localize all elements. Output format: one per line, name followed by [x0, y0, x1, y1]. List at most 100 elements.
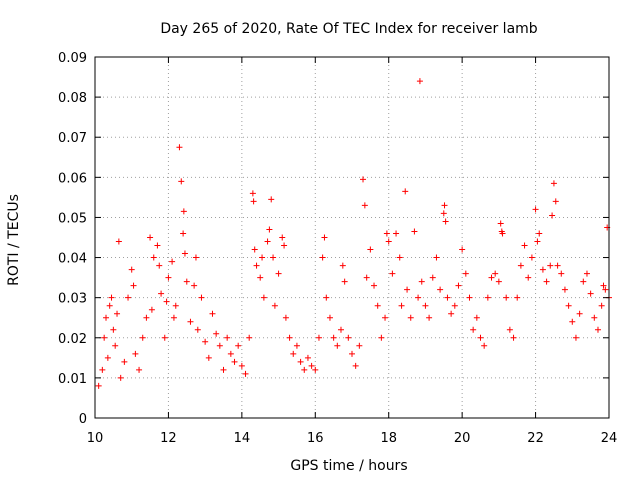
roti-point — [440, 210, 447, 217]
roti-point — [444, 294, 451, 301]
roti-point — [132, 350, 139, 357]
y-tick-label: 0.07 — [58, 131, 87, 146]
roti-point — [356, 342, 363, 349]
roti-point — [165, 274, 172, 281]
roti-point — [319, 254, 326, 261]
roti-point — [158, 290, 165, 297]
roti-point — [286, 334, 293, 341]
roti-point — [448, 310, 455, 317]
x-tick-label: 12 — [160, 431, 177, 446]
roti-point — [466, 294, 473, 301]
x-tick-label: 10 — [87, 431, 104, 446]
roti-point — [187, 318, 194, 325]
roti-point — [194, 326, 201, 333]
roti-point — [459, 246, 466, 253]
roti-point — [108, 294, 115, 301]
roti-point — [156, 262, 163, 269]
roti-point — [169, 258, 176, 265]
y-tick-label: 0 — [79, 412, 87, 427]
roti-point — [315, 334, 322, 341]
roti-point — [360, 176, 367, 183]
roti-point — [147, 234, 154, 241]
roti-point — [580, 278, 587, 285]
roti-point — [308, 362, 315, 369]
roti-point — [148, 306, 155, 313]
roti-point — [378, 334, 385, 341]
roti-point — [385, 238, 392, 245]
roti-point — [341, 278, 348, 285]
roti-point — [433, 254, 440, 261]
roti-point — [231, 358, 238, 365]
roti-point — [101, 334, 108, 341]
roti-point — [382, 314, 389, 321]
roti-point — [270, 254, 277, 261]
roti-point — [477, 334, 484, 341]
roti-point — [220, 366, 227, 373]
roti-point — [209, 310, 216, 317]
roti-point — [330, 334, 337, 341]
roti-point — [181, 250, 188, 257]
roti-point — [125, 294, 132, 301]
roti-point — [259, 254, 266, 261]
data-points — [95, 78, 612, 389]
roti-point — [163, 298, 170, 305]
roti-point — [506, 326, 513, 333]
roti-point — [393, 230, 400, 237]
roti-point — [180, 208, 187, 215]
y-tick-label: 0.04 — [58, 252, 87, 267]
roti-point — [598, 302, 605, 309]
roti-point — [178, 178, 185, 185]
roti-point — [95, 382, 102, 389]
roti-point — [191, 282, 198, 289]
roti-point — [594, 326, 601, 333]
roti-point — [154, 242, 161, 249]
roti-point — [488, 274, 495, 281]
roti-point — [114, 310, 121, 317]
roti-point — [106, 302, 113, 309]
roti-point — [429, 274, 436, 281]
roti-point — [404, 286, 411, 293]
roti-point — [198, 294, 205, 301]
roti-point — [514, 294, 521, 301]
roti-point — [418, 278, 425, 285]
roti-point — [128, 266, 135, 273]
roti-point — [246, 334, 253, 341]
roti-point — [323, 294, 330, 301]
roti-point — [266, 226, 273, 233]
roti-point — [561, 286, 568, 293]
plot-frame — [94, 56, 610, 419]
roti-point — [321, 234, 328, 241]
roti-point — [275, 270, 282, 277]
roti-point — [470, 326, 477, 333]
y-tick-labels: 0 0.01 0.02 0.03 0.04 0.05 0.06 0.07 0.08 0.09 — [58, 51, 87, 427]
roti-point — [290, 350, 297, 357]
roti-point — [517, 262, 524, 269]
roti-point — [569, 318, 576, 325]
roti-point — [172, 302, 179, 309]
roti-point — [180, 230, 187, 237]
roti-point — [183, 278, 190, 285]
roti-point — [264, 238, 271, 245]
roti-point — [547, 262, 554, 269]
roti-point — [282, 314, 289, 321]
roti-point — [139, 334, 146, 341]
roti-point — [600, 282, 607, 289]
roti-point — [268, 196, 275, 203]
roti-point — [260, 294, 267, 301]
roti-point — [352, 362, 359, 369]
y-tick-label: 0.06 — [58, 171, 87, 186]
roti-point — [587, 290, 594, 297]
roti-point — [103, 314, 110, 321]
grid-lines — [95, 57, 609, 418]
roti-point — [398, 302, 405, 309]
roti-point — [121, 358, 128, 365]
roti-point — [462, 270, 469, 277]
roti-point — [481, 342, 488, 349]
roti-point — [216, 342, 223, 349]
roti-point — [110, 326, 117, 333]
roti-point — [484, 294, 491, 301]
roti-point — [250, 198, 257, 205]
y-tick-label: 0.02 — [58, 332, 87, 347]
roti-point — [473, 314, 480, 321]
roti-point — [304, 354, 311, 361]
